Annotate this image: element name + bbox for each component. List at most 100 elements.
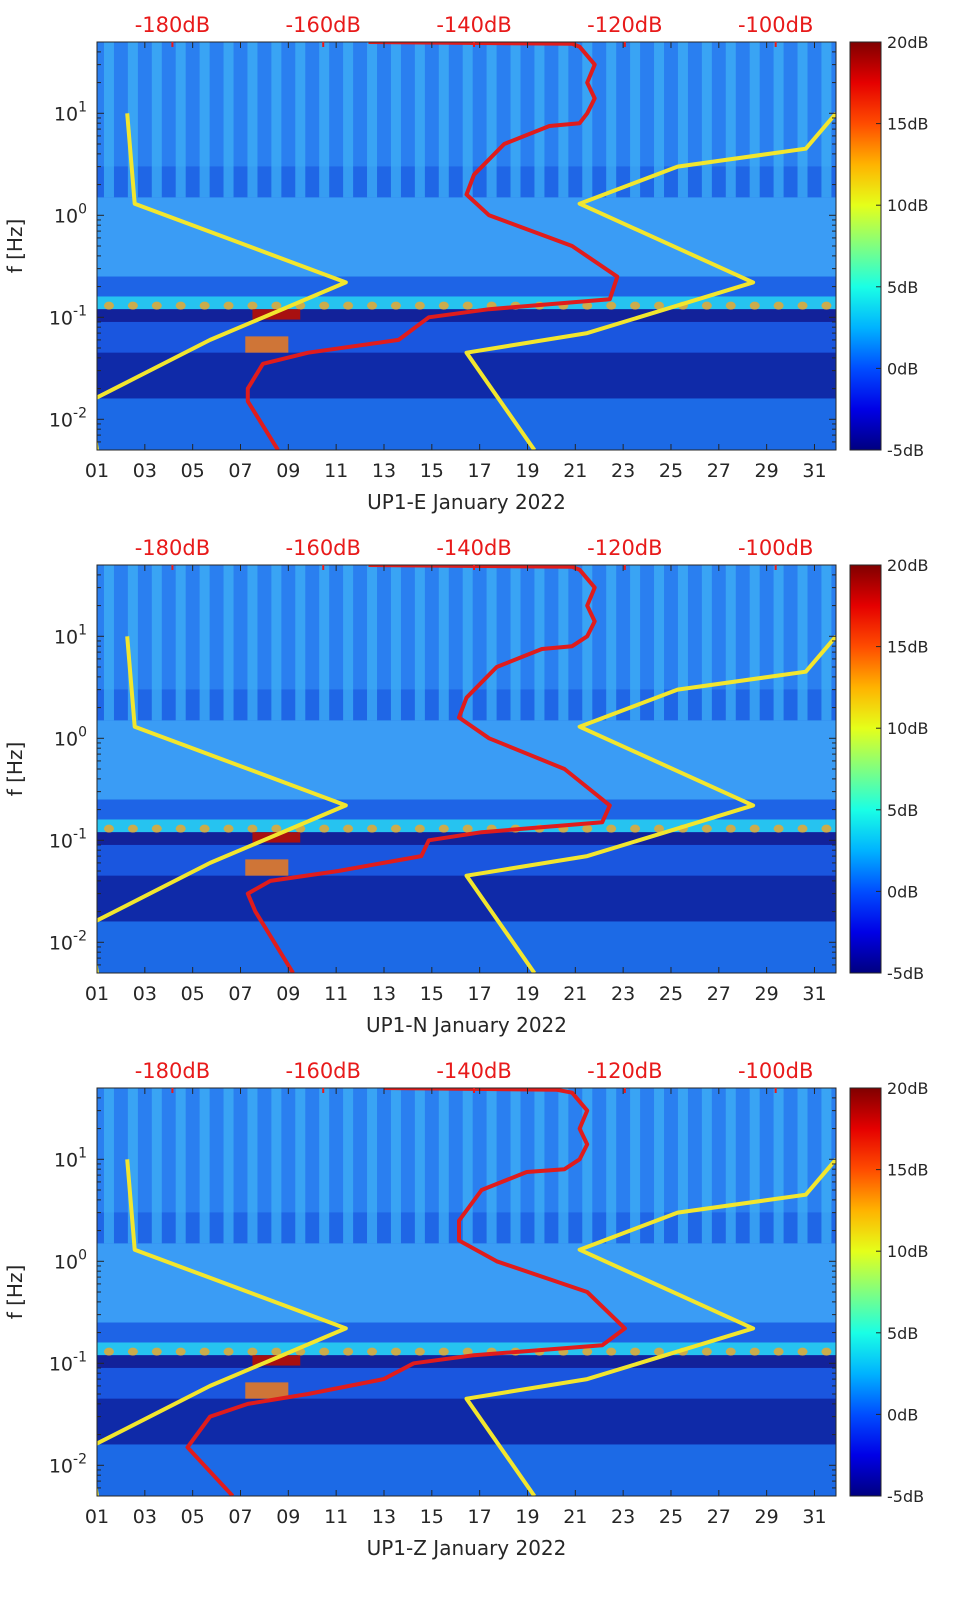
x-axis-title: UP1-E January 2022	[367, 490, 566, 514]
y-tick-label: 10-1	[49, 826, 87, 852]
x-tick-label: 07	[228, 983, 252, 1005]
colorbar-label: 0dB	[887, 1405, 918, 1424]
heatmap-area	[97, 42, 836, 450]
colorbar-label: 0dB	[887, 882, 918, 901]
x-tick-label: 15	[420, 1506, 444, 1528]
x-tick-label: 11	[324, 460, 348, 482]
top-db-label: -120dB	[587, 13, 662, 37]
series-line-3	[245, 42, 620, 450]
x-tick-label: 31	[802, 1506, 826, 1528]
x-axis-title: UP1-N January 2022	[366, 1013, 567, 1037]
colorbar-label: 10dB	[887, 1242, 929, 1261]
series-line-1	[97, 636, 348, 973]
x-tick-label: 15	[420, 983, 444, 1005]
heatmap-area	[97, 565, 836, 973]
x-tick-label: 27	[707, 1506, 731, 1528]
x-tick-label: 01	[85, 983, 109, 1005]
y-tick-label: 100	[54, 201, 87, 227]
x-tick-label: 01	[85, 1506, 109, 1528]
colorbar-label: -5dB	[887, 1487, 924, 1506]
x-tick-label: 03	[133, 460, 157, 482]
colorbar-label: 10dB	[887, 196, 929, 215]
top-db-label: -100dB	[738, 13, 813, 37]
top-db-label: -180dB	[135, 536, 210, 560]
x-tick-label: 03	[133, 983, 157, 1005]
x-tick-label: 05	[181, 1506, 205, 1528]
x-tick-label: 11	[324, 1506, 348, 1528]
colorbar-label: 5dB	[887, 278, 918, 297]
x-tick-label: 21	[563, 1506, 587, 1528]
y-tick-label: 10-2	[49, 405, 87, 431]
x-tick-label: 09	[276, 1506, 300, 1528]
colorbar-label: 20dB	[887, 1079, 929, 1098]
top-db-label: -180dB	[135, 13, 210, 37]
x-tick-label: 17	[468, 983, 492, 1005]
x-tick-label: 05	[181, 983, 205, 1005]
top-db-label: -140dB	[436, 1059, 511, 1083]
top-db-label: -160dB	[286, 13, 361, 37]
colorbar	[849, 41, 882, 451]
series-line-2	[464, 112, 836, 450]
y-tick-label: 101	[54, 99, 87, 125]
spectrogram-panel-2: 01 03 05 07 09 11 13 15 17 19 21 23 25 27 29 31 -180dB -1…	[3, 536, 929, 1037]
y-tick-label: 101	[54, 622, 87, 648]
x-axis-title: UP1-Z January 2022	[367, 1536, 567, 1560]
x-tick-label: 25	[659, 1506, 683, 1528]
x-tick-label: 29	[755, 1506, 779, 1528]
x-tick-label: 19	[515, 460, 539, 482]
series-line-3	[245, 565, 612, 973]
y-tick-label: 10-2	[49, 928, 87, 954]
spectrogram-panel-1: 01 03 05 07 09 11 13 15 17 19 21 23 25 27 29 31 -180dB -1…	[3, 13, 929, 514]
x-tick-label: 19	[515, 983, 539, 1005]
x-tick-label: 05	[181, 460, 205, 482]
colorbar-label: -5dB	[887, 964, 924, 983]
y-axis-title: f [Hz]	[3, 219, 27, 274]
top-db-label: -120dB	[587, 1059, 662, 1083]
x-tick-label: 23	[611, 983, 635, 1005]
x-tick-label: 21	[563, 460, 587, 482]
x-tick-label: 31	[802, 460, 826, 482]
x-tick-label: 03	[133, 1506, 157, 1528]
x-tick-label: 07	[228, 1506, 252, 1528]
x-tick-label: 09	[276, 983, 300, 1005]
series-line-1	[97, 113, 348, 450]
y-tick-label: 101	[54, 1145, 87, 1171]
y-tick-label: 100	[54, 724, 87, 750]
x-tick-label: 25	[659, 460, 683, 482]
x-tick-label: 13	[372, 460, 396, 482]
top-db-label: -180dB	[135, 1059, 210, 1083]
top-db-label: -160dB	[286, 536, 361, 560]
heatmap-area	[97, 1088, 836, 1496]
x-tick-label: 27	[707, 460, 731, 482]
series-line-2	[464, 635, 836, 973]
x-tick-label: 01	[85, 460, 109, 482]
x-tick-label: 07	[228, 460, 252, 482]
x-tick-label: 11	[324, 983, 348, 1005]
y-tick-label: 10-2	[49, 1451, 87, 1477]
colorbar-label: 5dB	[887, 801, 918, 820]
y-axis-title: f [Hz]	[3, 1265, 27, 1320]
series-line-3	[185, 1088, 627, 1496]
x-tick-label: 29	[755, 460, 779, 482]
colorbar-label: 5dB	[887, 1324, 918, 1343]
top-db-label: -100dB	[738, 536, 813, 560]
top-db-label: -160dB	[286, 1059, 361, 1083]
y-tick-label: 100	[54, 1247, 87, 1273]
colorbar-label: 15dB	[887, 638, 929, 657]
top-db-label: -140dB	[436, 13, 511, 37]
colorbar-label: 20dB	[887, 33, 929, 52]
x-tick-label: 13	[372, 1506, 396, 1528]
colorbar	[849, 1087, 882, 1497]
colorbar-label: 15dB	[887, 115, 929, 134]
x-tick-label: 29	[755, 983, 779, 1005]
y-tick-label: 10-1	[49, 1349, 87, 1375]
colorbar-label: -5dB	[887, 441, 924, 460]
x-tick-label: 15	[420, 460, 444, 482]
series-line-2	[464, 1158, 836, 1496]
x-tick-label: 17	[468, 1506, 492, 1528]
x-tick-label: 23	[611, 460, 635, 482]
x-tick-label: 13	[372, 983, 396, 1005]
x-tick-label: 23	[611, 1506, 635, 1528]
y-tick-label: 10-1	[49, 303, 87, 329]
